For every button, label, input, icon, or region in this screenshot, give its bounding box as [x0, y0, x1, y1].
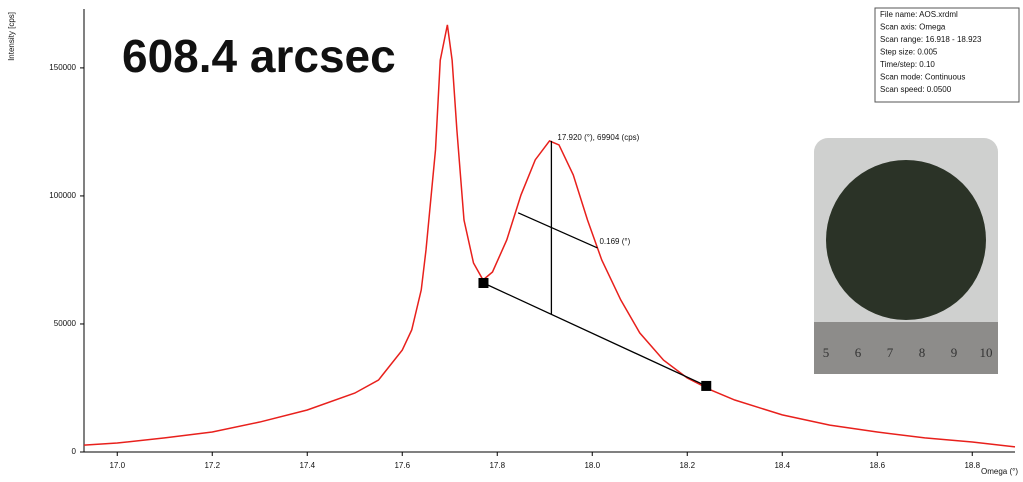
chart-title: 608.4 arcsec	[122, 30, 396, 82]
baseline	[483, 282, 707, 387]
peak-label: 17.920 (°), 69904 (cps)	[557, 133, 639, 142]
x-tick-label: 18.6	[869, 461, 885, 470]
x-tick-label: 18.4	[774, 461, 790, 470]
y-tick-label: 100000	[49, 191, 76, 200]
info-line: File name: AOS.xrdml	[880, 10, 958, 19]
x-tick-label: 17.8	[489, 461, 505, 470]
fwhm-label: 0.169 (°)	[599, 237, 630, 246]
ruler-number: 7	[887, 345, 894, 360]
x-tick-label: 17.0	[109, 461, 125, 470]
wafer	[826, 160, 986, 320]
info-line: Step size: 0.005	[880, 48, 938, 57]
y-axis-label: Intensity [cps]	[7, 12, 16, 61]
ruler-number: 10	[980, 345, 993, 360]
x-tick-label: 17.4	[299, 461, 315, 470]
info-line: Scan axis: Omega	[880, 23, 946, 32]
x-tick-label: 18.2	[679, 461, 695, 470]
ruler-number: 8	[919, 345, 926, 360]
fwhm-line	[517, 212, 598, 249]
baseline-point	[701, 380, 712, 391]
ruler-number: 9	[951, 345, 958, 360]
info-box	[874, 7, 1020, 103]
baseline-point	[478, 277, 489, 288]
sample-photo	[814, 138, 998, 374]
info-line: Scan range: 16.918 - 18.923	[880, 35, 982, 44]
y-tick-label: 0	[72, 447, 77, 456]
info-line: Scan speed: 0.0500	[880, 85, 952, 94]
info-line: Scan mode: Continuous	[880, 73, 965, 82]
x-tick-label: 17.2	[204, 461, 220, 470]
y-tick-label: 50000	[54, 319, 77, 328]
y-tick-label: 150000	[49, 63, 76, 72]
info-line: Time/step: 0.10	[880, 60, 935, 69]
ruler-number: 6	[855, 345, 862, 360]
ruler-number: 5	[823, 345, 830, 360]
curve	[83, 24, 1016, 448]
x-tick-label: 18.0	[584, 461, 600, 470]
x-tick-label: 17.6	[394, 461, 410, 470]
ruler-strip	[814, 322, 998, 374]
x-axis-label: Omega (°)	[981, 467, 1018, 476]
x-tick-label: 18.8	[964, 461, 980, 470]
